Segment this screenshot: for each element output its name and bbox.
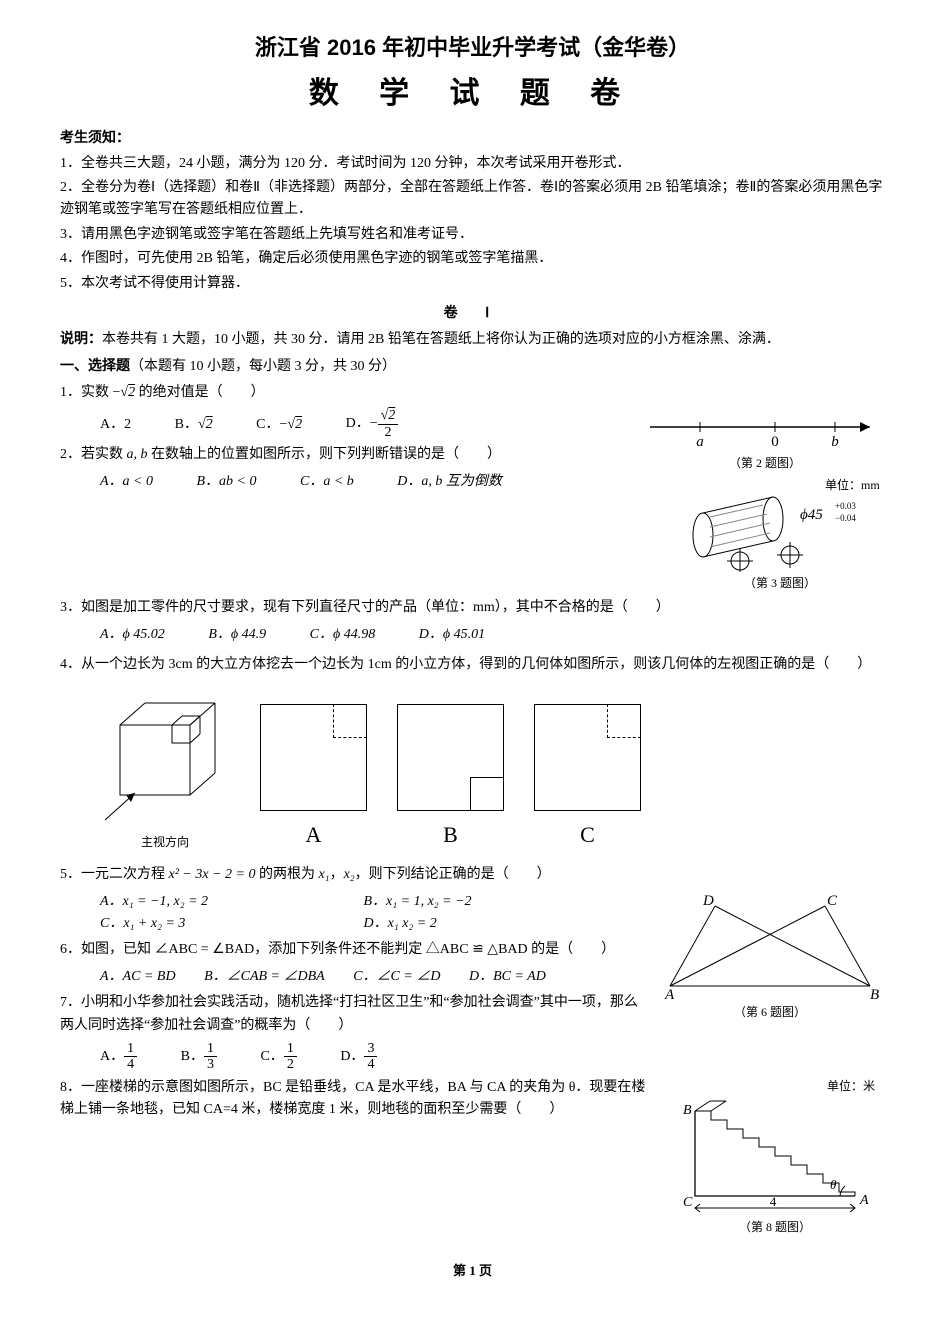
title-main: 浙江省 2016 年初中毕业升学考试（金华卷）: [60, 30, 885, 65]
q5-text-post: ，则下列结论正确的是（ ）: [355, 867, 551, 882]
q4-opt-b-cell: B: [397, 704, 504, 852]
notice-line-4: 4．作图时，可先使用 2B 铅笔，确定后必须使用黑色字迹的钢笔或签字笔描黑．: [60, 248, 885, 270]
q5-opt-d: D．x₁ x₂ = 2: [364, 913, 624, 935]
q5-opt-a: A．x₁ = −1, x₂ = 2: [100, 891, 360, 913]
q5-eq: x² − 3x − 2 = 0: [169, 867, 256, 882]
svg-text:D: D: [702, 893, 714, 909]
q4-opt-b-label: B: [397, 817, 504, 852]
shuoming-bold: 说明：: [60, 332, 102, 347]
q7-opt-b: B．13: [181, 1041, 217, 1073]
q4-opt-c-box: [534, 704, 641, 811]
svg-text:A: A: [859, 1193, 869, 1208]
q7-options: A．14 B．13 C．12 D．34: [60, 1041, 885, 1073]
q3-opt-a: A．ϕ 45.02: [100, 624, 165, 646]
notice-header: 考生须知：: [60, 128, 885, 150]
q1-text-pre: 1．实数 −: [60, 385, 120, 400]
q1-opt-c: C．−√2: [256, 414, 302, 436]
q5-opt-b: B．x₁ = 1, x₂ = −2: [364, 891, 624, 913]
q7-opt-c: C．12: [260, 1041, 296, 1073]
q1-opt-d: D．−√22: [346, 408, 399, 440]
svg-text:C: C: [827, 893, 838, 909]
notice-line-2: 2．全卷分为卷Ⅰ（选择题）和卷Ⅱ（非选择题）两部分，全部在答题纸上作答．卷Ⅰ的答…: [60, 177, 885, 222]
q4-opt-c-label: C: [534, 817, 641, 852]
q4-opt-c-cell: C: [534, 704, 641, 852]
q2-text-pre: 2．若实数: [60, 447, 127, 462]
q4-opt-a-box: [260, 704, 367, 811]
q3-opt-c: C．ϕ 44.98: [310, 624, 376, 646]
q3: 3．如图是加工零件的尺寸要求，现有下列直径尺寸的产品（单位：mm），其中不合格的…: [60, 497, 885, 620]
q5-text-pre: 5．一元二次方程: [60, 867, 169, 882]
q2-opt-c: C．a < b: [300, 471, 354, 493]
q6-opt-a: A．AC = BD: [100, 966, 176, 988]
q5-text-mid: 的两根为: [255, 867, 318, 882]
q7: 7．小明和小华参加社会实践活动，随机选择“打扫社区卫生”和“参加社会调查”其中一…: [60, 992, 885, 1037]
q6-opt-c: C．∠C = ∠D: [353, 966, 440, 988]
q5-x1: x₁: [318, 867, 329, 882]
q5-opt-c: C．x₁ + x₂ = 3: [100, 913, 360, 935]
section1-paren: （本题有 10 小题，每小题 3 分，共 30 分）: [130, 359, 396, 374]
q1-text-post: 的绝对值是（ ）: [135, 385, 265, 400]
q6-opt-b: B．∠CAB = ∠DBA: [204, 966, 325, 988]
figure-q8-caption: （第 8 题图）: [665, 1218, 885, 1237]
q5-x2: x₂: [344, 867, 355, 882]
q2: 2．若实数 a, b 在数轴上的位置如图所示，则下列判断错误的是（ ）: [60, 444, 885, 466]
q2-opt-a: A．a < 0: [100, 471, 153, 493]
q5: 5．一元二次方程 x² − 3x − 2 = 0 的两根为 x₁，x₂，则下列结…: [60, 864, 885, 886]
q4-figure-row: 主视方向 A B C: [60, 685, 885, 853]
q6-opt-d: D．BC = AD: [469, 966, 546, 988]
title-sub: 数 学 试 题 卷: [60, 70, 885, 118]
page-footer: 第 1 页: [60, 1261, 885, 1282]
q1: 1．实数 −√2 的绝对值是（ ）: [60, 382, 885, 404]
q2-opt-d: D．a, b 互为倒数: [397, 471, 502, 493]
svg-text:C: C: [683, 1195, 693, 1210]
q3-opt-d: D．ϕ 45.01: [419, 624, 485, 646]
q4-opt-b-box: [397, 704, 504, 811]
q2-opt-b: B．ab < 0: [197, 471, 257, 493]
q3-opt-b: B．ϕ 44.9: [208, 624, 266, 646]
q4-opt-a-label: A: [260, 817, 367, 852]
q7-opt-d: D．34: [340, 1041, 377, 1073]
q2-ab: a, b: [127, 447, 148, 462]
notice-line-1: 1．全卷共三大题，24 小题，满分为 120 分．考试时间为 120 分钟，本次…: [60, 153, 885, 175]
notice-line-3: 3．请用黑色字迹钢笔或签字笔在答题纸上先填写姓名和准考证号．: [60, 224, 885, 246]
q5-comma: ，: [330, 867, 344, 882]
q8: 8．一座楼梯的示意图如图所示，BC 是铅垂线，CA 是水平线，BA 与 CA 的…: [60, 1077, 885, 1122]
q6: 6．如图，已知 ∠ABC = ∠BAD，添加下列条件还不能判定 △ABC ≌ △…: [60, 939, 885, 961]
q7-opt-a: A．14: [100, 1041, 137, 1073]
q4-opt-a-cell: A: [260, 704, 367, 852]
svg-text:θ: θ: [830, 1177, 837, 1192]
q1-opt-a: A．2: [100, 414, 131, 436]
q3-options: A．ϕ 45.02 B．ϕ 44.9 C．ϕ 44.98 D．ϕ 45.01: [60, 624, 885, 646]
section1-bold: 一、选择题: [60, 359, 130, 374]
q2-text-mid: 在数轴上的位置如图所示，则下列判断错误的是（ ）: [148, 447, 502, 462]
q1-opt-b: B．√2: [175, 414, 213, 436]
svg-text:4: 4: [770, 1194, 777, 1209]
section1-header: 一、选择题（本题有 10 小题，每小题 3 分，共 30 分）: [60, 356, 885, 378]
juan-label: 卷 Ⅰ: [60, 303, 885, 325]
svg-text:单位：mm: 单位：mm: [825, 477, 880, 492]
shuoming-text: 本卷共有 1 大题，10 小题，共 30 分．请用 2B 铅笔在答题纸上将你认为…: [102, 332, 780, 347]
cube-iso-icon: [100, 685, 230, 825]
shuoming: 说明：本卷共有 1 大题，10 小题，共 30 分．请用 2B 铅笔在答题纸上将…: [60, 329, 885, 351]
q4-iso-cube: 主视方向: [100, 685, 230, 853]
q4-view-label: 主视方向: [100, 833, 230, 852]
notice-line-5: 5．本次考试不得使用计算器．: [60, 273, 885, 295]
q4: 4．从一个边长为 3cm 的大立方体挖去一个边长为 1cm 的小立方体，得到的几…: [60, 654, 885, 676]
